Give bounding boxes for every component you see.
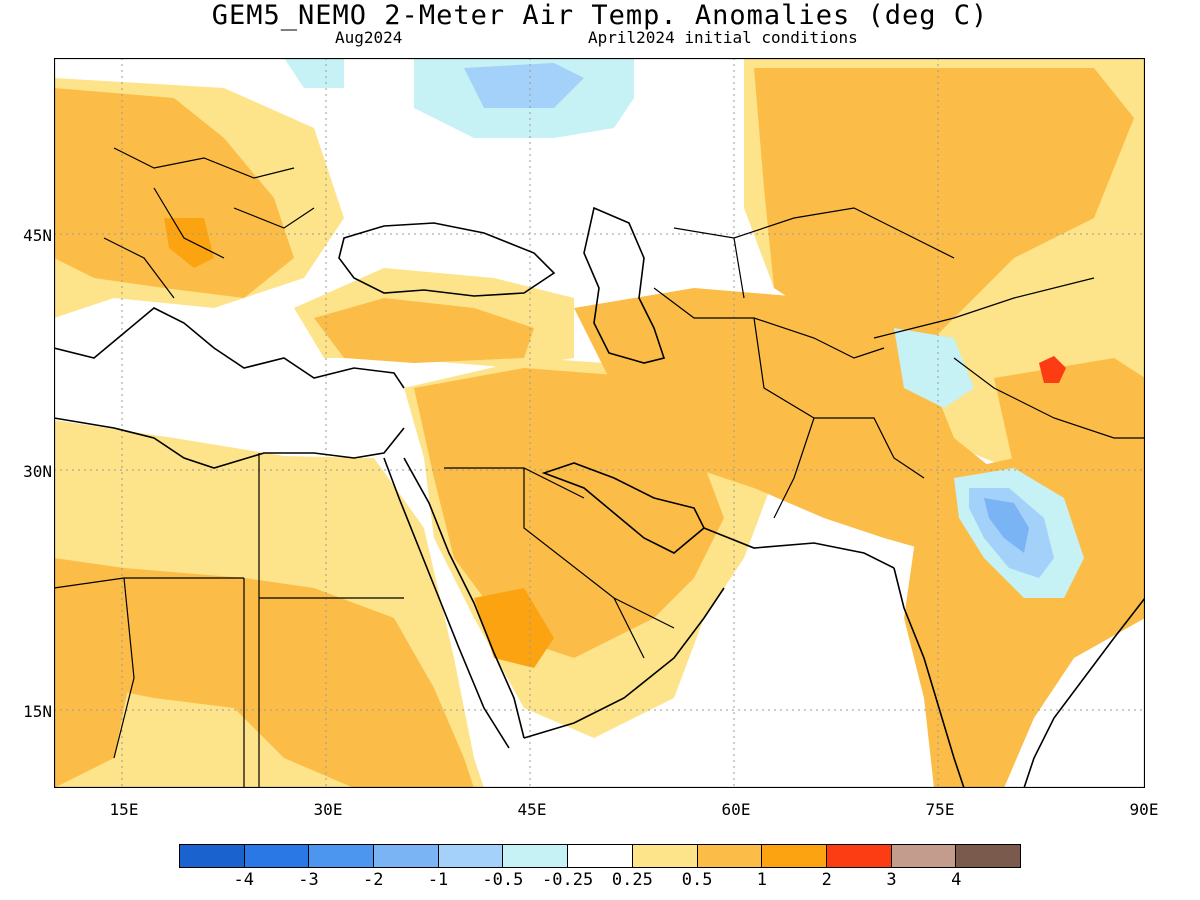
forecast-month: Aug2024 — [335, 28, 403, 47]
africa-orange — [54, 558, 474, 788]
lon-label-45e: 45E — [517, 800, 547, 819]
turkey-orange — [314, 298, 534, 363]
kazakh-borders — [673, 207, 955, 299]
india-east-coast — [1023, 597, 1145, 788]
colorbar-label: -4 — [233, 870, 255, 890]
colorbar-swatch — [632, 845, 698, 867]
map-frame — [54, 58, 1145, 788]
europe-orange — [54, 88, 294, 298]
colorbar-label: -3 — [298, 870, 319, 890]
colorbar-swatch — [503, 845, 569, 867]
red-sea-coast-east — [403, 457, 525, 739]
baltic-cyan — [284, 58, 344, 88]
iran-pakistan-coast — [703, 527, 895, 569]
lat-label-45n: 45N — [23, 226, 52, 245]
india-orange — [904, 458, 1145, 788]
colorbar-swatch — [374, 845, 439, 867]
balkans-dark-orange — [164, 218, 214, 268]
colorbar-swatch — [180, 845, 245, 867]
lat-label-15n: 15N — [23, 702, 52, 721]
black-sea-coast — [338, 222, 556, 297]
arabia-south-coast — [523, 587, 725, 739]
tibet-orange — [994, 358, 1145, 508]
india-blue — [984, 498, 1029, 553]
red-sea-coast-west — [383, 457, 510, 749]
central-asia-orange — [754, 68, 1134, 358]
colorbar-label: 0.5 — [681, 870, 713, 890]
colorbar-label: -2 — [363, 870, 384, 890]
tibet-red-spot — [1039, 356, 1066, 383]
lon-label-30e: 30E — [313, 800, 343, 819]
colorbar-label: -0.25 — [542, 870, 594, 890]
arabia-dark-orange — [474, 588, 554, 668]
africa-orange-west — [54, 578, 134, 788]
arabia-borders — [444, 467, 675, 659]
colorbar-label: 4 — [951, 870, 962, 890]
colorbar-swatch — [568, 845, 633, 867]
colorbar-swatch — [244, 845, 310, 867]
arabia-orange — [414, 368, 724, 658]
colorbar-label: -0.5 — [482, 870, 524, 890]
colorbar-label: 0.25 — [611, 870, 653, 890]
iran-afghan-orange — [574, 288, 1034, 558]
lon-label-15e: 15E — [109, 800, 139, 819]
initial-conditions: April2024 initial conditions — [588, 28, 858, 47]
lat-label-30n: 30N — [23, 462, 52, 481]
anomaly-fill — [54, 58, 1145, 788]
africa-borders — [54, 453, 404, 788]
lon-label-90e: 90E — [1129, 800, 1159, 819]
colorbar-swatch — [438, 845, 504, 867]
anomaly-map — [54, 58, 1145, 788]
mediterranean-north-coast — [54, 307, 405, 389]
colorbar-swatch — [956, 845, 1020, 867]
colorbar-swatch — [826, 845, 892, 867]
pamir-cyan — [894, 328, 974, 408]
coastlines — [54, 206, 1145, 788]
asia-borders — [653, 277, 1145, 519]
colorbar-swatch — [891, 845, 957, 867]
india-west-coast — [893, 567, 965, 788]
colorbar-swatch — [762, 845, 827, 867]
colorbar — [179, 844, 1021, 868]
colorbar-label: 3 — [886, 870, 897, 890]
borders — [54, 147, 1145, 788]
mediterranean-south-coast — [54, 417, 405, 469]
map-title: GEM5_NEMO 2-Meter Air Temp. Anomalies (d… — [211, 0, 989, 31]
colorbar-label: -1 — [427, 870, 449, 890]
colorbar-label: 2 — [821, 870, 832, 890]
colorbar-label: 1 — [756, 870, 768, 890]
caspian-coast — [583, 206, 666, 364]
lon-label-60e: 60E — [721, 800, 751, 819]
russia-light-blue — [464, 63, 584, 108]
colorbar-swatch — [309, 845, 375, 867]
lon-label-75e: 75E — [925, 800, 955, 819]
europe-borders — [103, 147, 315, 299]
colorbar-swatch — [697, 845, 763, 867]
grid-lines — [54, 58, 1145, 788]
